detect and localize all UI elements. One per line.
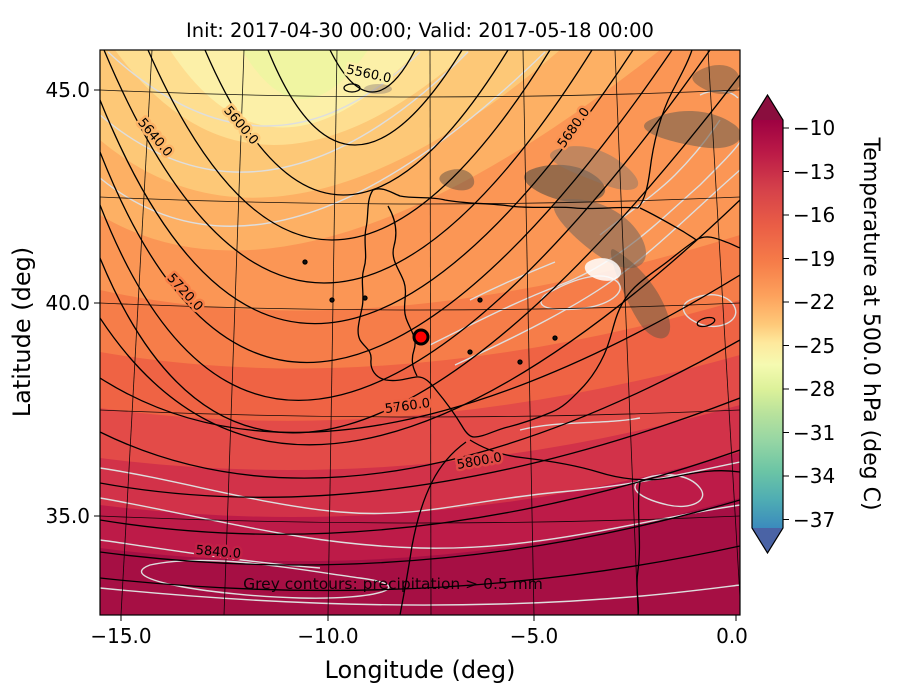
colorbar: −10 −13 −16 −19 −22 −25 −28 −31 −34 −37 … xyxy=(751,93,883,555)
height-contour-5760 xyxy=(100,274,740,434)
coastline-north-spain xyxy=(372,188,639,210)
reservoir-dot xyxy=(552,335,558,341)
geopotential-contours xyxy=(100,50,740,592)
y-tick-label: 35.0 xyxy=(45,504,90,528)
colorbar-tick-label: −31 xyxy=(793,421,835,445)
x-tick-label: −10.0 xyxy=(297,624,358,648)
height-contour-5800 xyxy=(100,397,740,498)
colorbar-tick-label: −13 xyxy=(793,160,835,184)
precip-contour xyxy=(100,51,469,173)
x-tick-label: 0.0 xyxy=(716,624,748,648)
axis-ticks xyxy=(94,89,737,621)
colorbar-tick-label: −10 xyxy=(793,116,835,140)
colorbar-arrow-top xyxy=(752,95,783,120)
parallel-line xyxy=(100,89,740,98)
parallel-line xyxy=(100,196,740,205)
height-contour-closed xyxy=(343,83,361,93)
colorbar-arrow-bottom xyxy=(752,528,783,553)
terrain-blob xyxy=(692,65,740,95)
height-contour-5720 xyxy=(100,74,740,434)
border-pyrenees xyxy=(639,207,697,241)
colorbar-label: Temperature at 500.0 hPa (deg C) xyxy=(858,136,883,510)
meridian-line xyxy=(120,50,153,615)
meridian-line xyxy=(707,50,740,605)
height-contour-5580 xyxy=(267,50,463,146)
precip-contour xyxy=(100,497,740,549)
colorbar-tick-label: −19 xyxy=(793,247,835,271)
coastline-iberia xyxy=(357,189,740,438)
parallel-line xyxy=(100,515,740,524)
colorbar-tick-marks xyxy=(783,127,789,520)
colorbar-tick-labels: −10 −13 −16 −19 −22 −25 −28 −31 −34 −37 xyxy=(793,116,835,532)
y-tick-labels: 45.0 40.0 35.0 xyxy=(45,78,90,528)
colorbar-tick-label: −16 xyxy=(793,203,835,227)
colorbar-tick-label: −25 xyxy=(793,334,835,358)
reservoir-dot xyxy=(467,349,473,355)
meridian-line xyxy=(327,50,338,615)
precip-contour xyxy=(682,294,737,327)
height-contour-5700 xyxy=(100,50,711,402)
height-contour-5680 xyxy=(100,50,673,363)
terrain-blob xyxy=(644,110,740,149)
reservoir-dot xyxy=(329,297,335,303)
border-morocco-algeria xyxy=(636,481,641,615)
precip-contour xyxy=(519,417,641,431)
height-contour-5560 xyxy=(329,50,416,93)
y-tick-label: 45.0 xyxy=(45,78,90,102)
border-portugal-spain xyxy=(387,205,418,377)
height-contour-5600 xyxy=(204,50,509,196)
terrain-blob xyxy=(550,146,639,190)
terrain-blob xyxy=(439,169,475,191)
y-axis-label: Latitude (deg) xyxy=(8,247,36,417)
precip-contour xyxy=(100,51,546,227)
reservoir-dot xyxy=(517,359,523,365)
x-axis-label: Longitude (deg) xyxy=(325,656,516,684)
island-mallorca xyxy=(696,316,716,328)
colorbar-tick-label: −34 xyxy=(793,464,835,488)
plot-title: Init: 2017-04-30 00:00; Valid: 2017-05-1… xyxy=(186,19,654,42)
colorbar-tick-label: −28 xyxy=(793,377,835,401)
meridian-line xyxy=(614,50,639,615)
contour-label: 5840.0 xyxy=(195,543,242,562)
x-tick-labels: −15.0 −10.0 −5.0 0.0 xyxy=(90,624,748,648)
height-contour-5660 xyxy=(100,50,634,325)
axes-frame xyxy=(99,49,741,616)
x-tick-label: −5.0 xyxy=(510,624,559,648)
height-contour-5860 xyxy=(100,545,740,592)
colorbar-gradient-bar xyxy=(752,120,783,528)
height-contour-5780 xyxy=(100,339,740,479)
precip-annotation: Grey contours: precipitation > 0.5 mm xyxy=(243,575,543,593)
colorbar-tick-label: −37 xyxy=(793,508,835,532)
height-contour-5740 xyxy=(100,199,740,446)
height-contour-5840 xyxy=(100,499,740,566)
colorbar-tick-label: −22 xyxy=(793,290,835,314)
reservoir-dot xyxy=(302,259,308,265)
colorbar-outline xyxy=(751,93,784,555)
height-contour-5820 xyxy=(100,449,740,535)
x-tick-label: −15.0 xyxy=(90,624,151,648)
meridian-line xyxy=(522,50,535,615)
meridian-line xyxy=(429,50,432,615)
location-marker xyxy=(412,328,430,346)
map-plot-area: 5560.0 5600.0 5640.0 5680.0 5720.0 5760.… xyxy=(100,50,740,615)
snow-blob xyxy=(584,258,622,281)
height-contour-5620 xyxy=(147,50,551,241)
precip-contour xyxy=(100,584,740,606)
precip-contour xyxy=(100,461,740,515)
coastline-africa-mediterranean xyxy=(469,439,740,481)
terrain-blob xyxy=(610,249,671,339)
precip-contour xyxy=(540,275,621,310)
reservoir-dot xyxy=(362,295,368,301)
height-contour-5640 xyxy=(103,50,593,284)
y-tick-label: 40.0 xyxy=(45,291,90,315)
precip-contour xyxy=(634,474,704,507)
precip-contour xyxy=(469,261,556,301)
reservoir-dot xyxy=(477,297,483,303)
